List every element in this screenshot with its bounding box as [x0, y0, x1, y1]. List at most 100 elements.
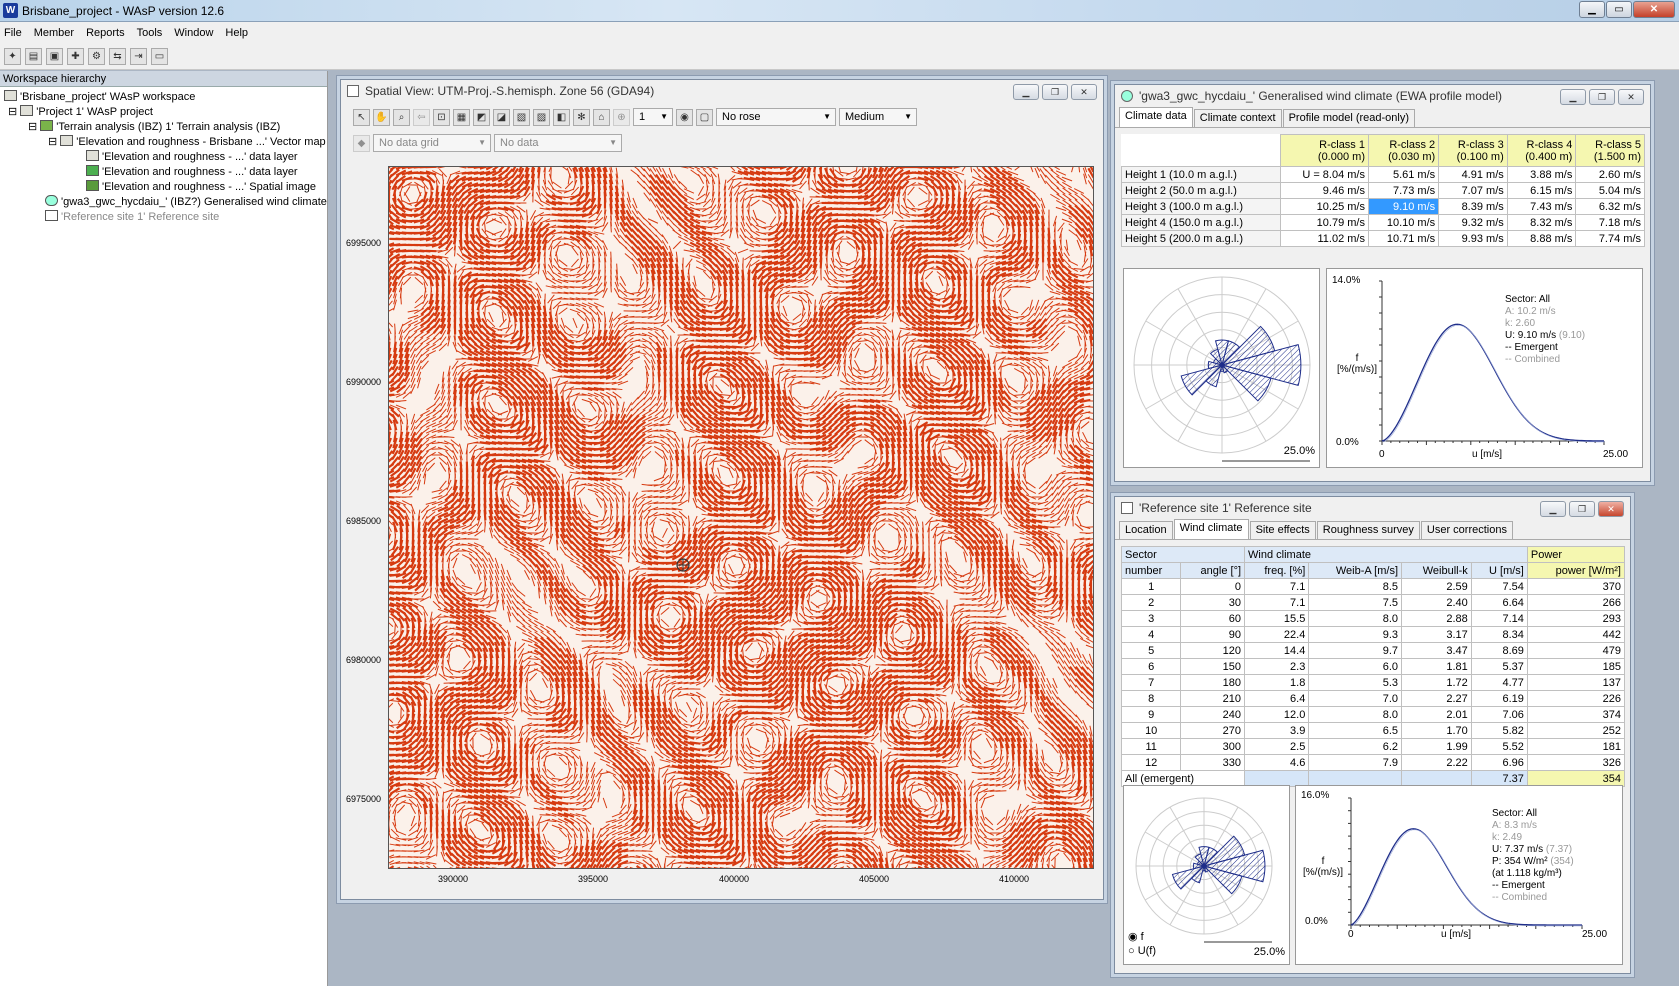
save-icon[interactable]: ▣ [46, 47, 63, 65]
tree-node-data-layer-1[interactable]: 'Elevation and roughness - ...' data lay… [86, 150, 298, 165]
tab-wind-climate[interactable]: Wind climate [1173, 519, 1249, 539]
table-cell[interactable]: 7.73 m/s [1367, 182, 1440, 199]
terrain-contour-map[interactable] [388, 166, 1094, 869]
table-cell[interactable]: 6.32 m/s [1575, 198, 1645, 215]
gwc-minimize-button[interactable]: ▁ [1560, 89, 1586, 105]
count-dropdown[interactable]: 1 [633, 108, 673, 126]
tree-node-workspace[interactable]: 'Brisbane_project' WAsP workspace [4, 90, 195, 105]
ref-close-button[interactable]: ✕ [1598, 501, 1624, 517]
layer-2-icon[interactable]: ◩ [473, 108, 490, 126]
data-grid-dropdown[interactable]: No data grid [373, 134, 491, 152]
globe-icon[interactable]: ◉ [676, 108, 693, 126]
menu-tools[interactable]: Tools [136, 26, 163, 39]
tab-roughness-survey[interactable]: Roughness survey [1316, 521, 1420, 539]
export-icon[interactable]: ⇥ [130, 47, 147, 65]
table-row: 4 90 22.4 9.3 3.17 8.34 442 [1120, 626, 1626, 643]
layer-5-icon[interactable]: ▨ [533, 108, 550, 126]
table-cell: 7.14 [1470, 610, 1528, 627]
table-cell[interactable]: 2.60 m/s [1575, 166, 1645, 183]
table-cell[interactable]: 10.10 m/s [1367, 214, 1440, 231]
table-cell[interactable]: 11.02 m/s [1279, 230, 1369, 247]
tree-node-terrain-analysis[interactable]: ⊟ 'Terrain analysis (IBZ) 1' Terrain ana… [28, 120, 281, 133]
col-header: R-class 3 (0.100 m) [1438, 134, 1508, 167]
zoom-extent-icon[interactable]: ⊡ [433, 108, 450, 126]
table-cell[interactable]: 9.46 m/s [1279, 182, 1369, 199]
menu-window[interactable]: Window [174, 26, 214, 39]
tab-climate-context[interactable]: Climate context [1193, 109, 1282, 127]
ref-restore-button[interactable]: ❐ [1569, 501, 1595, 517]
gwc-titlebar: 'gwa3_gwc_hycdaiu_' Generalised wind cli… [1115, 85, 1650, 108]
ref-minimize-button[interactable]: ▁ [1540, 501, 1566, 517]
tree-node-project[interactable]: ⊟ 'Project 1' WAsP project [8, 105, 153, 118]
tree-node-vector-map[interactable]: ⊟ 'Elevation and roughness - Brisbane ..… [48, 135, 326, 148]
target-icon[interactable]: ⊕ [613, 108, 630, 126]
zoom-icon[interactable]: ⌕ [393, 108, 410, 126]
calculate-icon[interactable]: ⇆ [109, 47, 126, 65]
table-cell: 7.1 [1244, 578, 1310, 595]
menu-file[interactable]: File [4, 26, 22, 39]
app-minimize-button[interactable]: ▁ [1579, 1, 1605, 18]
radio-f[interactable]: ◉ f [1128, 931, 1144, 943]
tab-user-corrections[interactable]: User corrections [1420, 521, 1513, 539]
radio-uf[interactable]: ○ U(f) [1128, 945, 1157, 957]
tree-node-generalised-wind-climate[interactable]: 'gwa3_gwc_hycdaiu_' (IBZ?) Generalised w… [45, 195, 327, 210]
table-cell[interactable]: U = 8.04 m/s [1279, 166, 1369, 183]
insert-member-icon[interactable]: ✚ [67, 47, 84, 65]
site-icon[interactable]: ⌂ [593, 108, 610, 126]
data-dropdown[interactable]: No data [494, 134, 622, 152]
spatial-minimize-button[interactable]: ▁ [1013, 84, 1039, 100]
tree-node-data-layer-2[interactable]: 'Elevation and roughness - ...' data lay… [86, 165, 298, 180]
tab-site-effects[interactable]: Site effects [1249, 521, 1316, 539]
data-grid-icon[interactable]: ◆ [353, 134, 370, 152]
hand-pan-icon[interactable]: ✋ [373, 108, 390, 126]
layer-4-icon[interactable]: ▧ [513, 108, 530, 126]
table-cell[interactable]: 9.10 m/s [1367, 198, 1440, 215]
tree-node-reference-site[interactable]: 'Reference site 1' Reference site [45, 210, 219, 225]
layer-3-icon[interactable]: ◪ [493, 108, 510, 126]
table-cell[interactable]: 3.88 m/s [1506, 166, 1577, 183]
table-cell[interactable]: 7.43 m/s [1506, 198, 1577, 215]
tab-climate-data[interactable]: Climate data [1119, 107, 1193, 127]
menu-reports[interactable]: Reports [86, 26, 125, 39]
table-cell[interactable]: 7.18 m/s [1575, 214, 1645, 231]
menu-help[interactable]: Help [225, 26, 249, 39]
table-cell[interactable]: 8.88 m/s [1506, 230, 1577, 247]
layer-1-icon[interactable]: ▦ [453, 108, 470, 126]
table-cell[interactable]: 4.91 m/s [1438, 166, 1508, 183]
spatial-restore-button[interactable]: ❐ [1042, 84, 1068, 100]
table-cell[interactable]: 10.79 m/s [1279, 214, 1369, 231]
table-cell[interactable]: 5.61 m/s [1367, 166, 1440, 183]
table-cell[interactable]: 7.74 m/s [1575, 230, 1645, 247]
menu-member[interactable]: Member [33, 26, 75, 39]
size-dropdown[interactable]: Medium [839, 108, 917, 126]
layer-6-icon[interactable]: ◧ [553, 108, 570, 126]
table-cell[interactable]: 9.93 m/s [1438, 230, 1508, 247]
table-cell[interactable]: 9.32 m/s [1438, 214, 1508, 231]
table-cell[interactable]: 7.07 m/s [1438, 182, 1508, 199]
col-header: R-class 1 (0.000 m) [1279, 134, 1369, 167]
app-close-button[interactable]: ✕ [1633, 1, 1675, 18]
tab-profile-model[interactable]: Profile model (read-only) [1282, 109, 1416, 127]
gwc-close-button[interactable]: ✕ [1618, 89, 1644, 105]
table-cell[interactable]: 10.25 m/s [1279, 198, 1369, 215]
app-maximize-button[interactable]: ▭ [1606, 1, 1632, 18]
pointer-icon[interactable]: ↖ [353, 108, 370, 126]
tree-node-spatial-image[interactable]: 'Elevation and roughness - ...' Spatial … [86, 180, 316, 195]
rose-dropdown[interactable]: No rose [716, 108, 836, 126]
table-cell[interactable]: 6.15 m/s [1506, 182, 1577, 199]
spatial-close-button[interactable]: ✕ [1071, 84, 1097, 100]
table-cell[interactable]: 5.04 m/s [1575, 182, 1645, 199]
frame-icon[interactable]: ▢ [696, 108, 713, 126]
tab-location[interactable]: Location [1119, 521, 1173, 539]
open-folder-icon[interactable]: ▤ [25, 47, 42, 65]
table-row: 11 300 2.5 6.2 1.99 5.52 181 [1120, 738, 1626, 755]
new-workspace-icon[interactable]: ✦ [4, 47, 21, 65]
turbine-icon[interactable]: ✻ [573, 108, 590, 126]
report-icon[interactable]: ▭ [151, 47, 168, 65]
table-cell[interactable]: 8.39 m/s [1438, 198, 1508, 215]
tools-icon[interactable]: ⚙ [88, 47, 105, 65]
table-cell[interactable]: 8.32 m/s [1506, 214, 1577, 231]
gwc-restore-button[interactable]: ❐ [1589, 89, 1615, 105]
table-cell[interactable]: 10.71 m/s [1367, 230, 1440, 247]
back-icon[interactable]: ⇦ [413, 108, 430, 126]
